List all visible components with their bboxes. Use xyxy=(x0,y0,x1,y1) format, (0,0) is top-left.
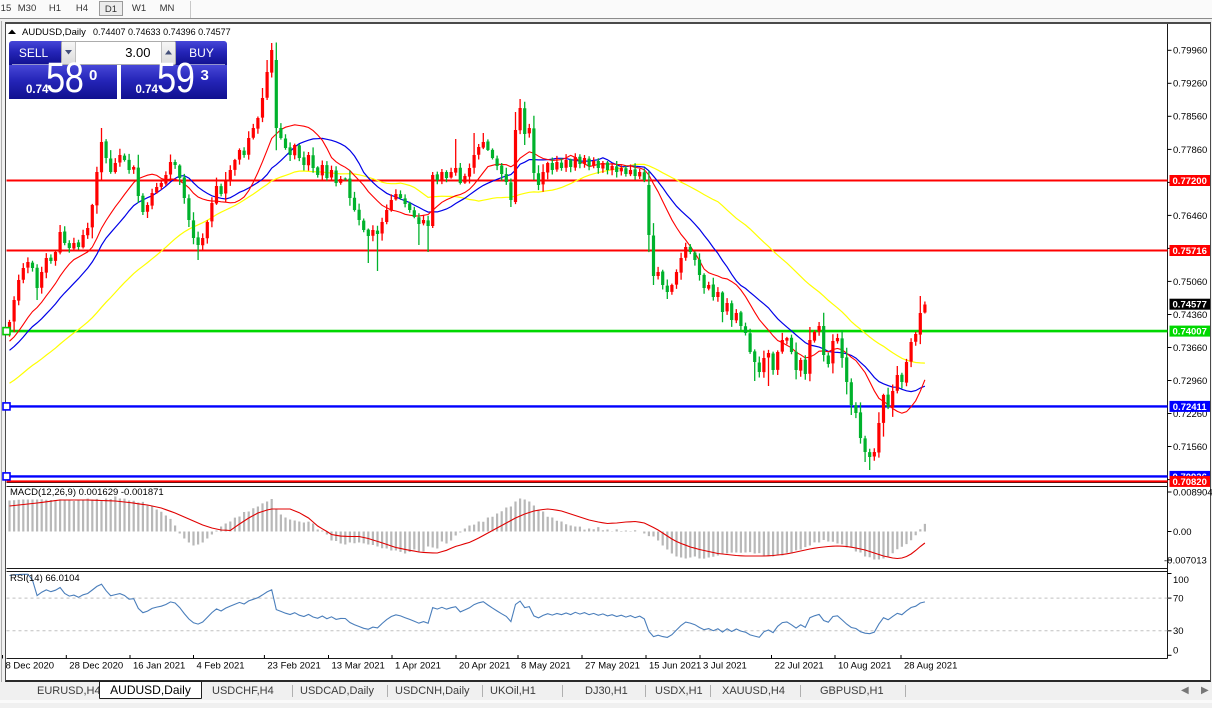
svg-text:28 Aug 2021: 28 Aug 2021 xyxy=(904,661,957,672)
svg-text:70: 70 xyxy=(1173,594,1184,605)
svg-text:8 Dec 2020: 8 Dec 2020 xyxy=(6,661,55,672)
svg-text:16 Jan 2021: 16 Jan 2021 xyxy=(133,661,185,672)
svg-text:0.00: 0.00 xyxy=(1173,527,1192,538)
svg-text:0.72260: 0.72260 xyxy=(1173,409,1207,420)
svg-text:0.74577: 0.74577 xyxy=(1173,300,1207,311)
svg-text:8 May 2021: 8 May 2021 xyxy=(521,661,571,672)
svg-text:0.78560: 0.78560 xyxy=(1173,112,1207,123)
svg-text:20 Apr 2021: 20 Apr 2021 xyxy=(459,661,510,672)
svg-text:28 Dec 2020: 28 Dec 2020 xyxy=(69,661,123,672)
svg-text:23 Feb 2021: 23 Feb 2021 xyxy=(267,661,320,672)
svg-text:0.72960: 0.72960 xyxy=(1173,376,1207,387)
svg-text:0.71560: 0.71560 xyxy=(1173,442,1207,453)
svg-text:-0.007013: -0.007013 xyxy=(1164,555,1207,566)
svg-text:0.76460: 0.76460 xyxy=(1173,211,1207,222)
svg-text:10 Aug 2021: 10 Aug 2021 xyxy=(838,661,891,672)
svg-text:0.75060: 0.75060 xyxy=(1173,277,1207,288)
svg-text:30: 30 xyxy=(1173,626,1184,637)
svg-text:0.79960: 0.79960 xyxy=(1173,46,1207,57)
svg-text:100: 100 xyxy=(1173,575,1189,586)
svg-text:0.73660: 0.73660 xyxy=(1173,343,1207,354)
svg-text:MACD(12,26,9) 0.001629 -0.0018: MACD(12,26,9) 0.001629 -0.001871 xyxy=(10,487,164,498)
svg-text:0.70820: 0.70820 xyxy=(1173,477,1207,488)
svg-text:0: 0 xyxy=(1173,645,1178,656)
svg-text:1 Apr 2021: 1 Apr 2021 xyxy=(395,661,441,672)
svg-text:0.74360: 0.74360 xyxy=(1173,310,1207,321)
svg-text:27 May 2021: 27 May 2021 xyxy=(585,661,640,672)
svg-text:AUDUSD,Daily: AUDUSD,Daily xyxy=(22,27,86,38)
svg-text:0.74407 0.74633 0.74396 0.7457: 0.74407 0.74633 0.74396 0.74577 xyxy=(93,27,231,37)
svg-text:0.77860: 0.77860 xyxy=(1173,145,1207,156)
svg-text:0.72411: 0.72411 xyxy=(1173,402,1208,413)
svg-text:4 Feb 2021: 4 Feb 2021 xyxy=(197,661,245,672)
svg-text:13 Mar 2021: 13 Mar 2021 xyxy=(332,661,385,672)
svg-text:0.74007: 0.74007 xyxy=(1173,327,1207,338)
svg-text:0.77200: 0.77200 xyxy=(1173,176,1207,187)
svg-text:15 Jun 2021: 15 Jun 2021 xyxy=(649,661,701,672)
svg-text:22 Jul 2021: 22 Jul 2021 xyxy=(775,661,824,672)
svg-text:3 Jul 2021: 3 Jul 2021 xyxy=(703,661,747,672)
svg-text:0.75716: 0.75716 xyxy=(1173,246,1207,257)
svg-text:0.79260: 0.79260 xyxy=(1173,79,1207,90)
svg-text:RSI(14) 66.0104: RSI(14) 66.0104 xyxy=(10,573,80,584)
svg-text:0.008904: 0.008904 xyxy=(1173,487,1212,498)
